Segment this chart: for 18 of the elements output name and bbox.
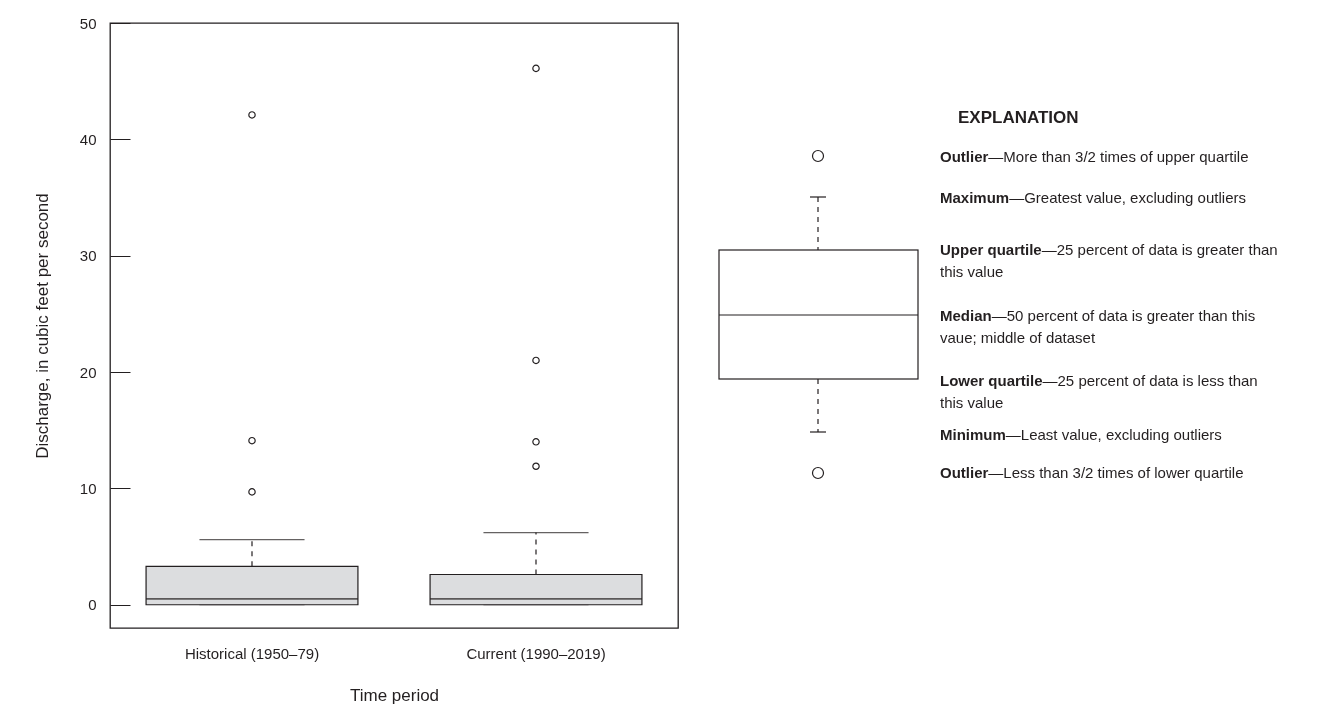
text: Upper quartile—25 percent of data is greater than this value bbox=[940, 241, 1278, 280]
text: Lower quartile—25 percent of data is less than this value bbox=[940, 372, 1258, 411]
x-tick-label: Historical (1950–79) bbox=[184, 644, 320, 662]
y-axis-title: Discharge, in cubic feet per second bbox=[32, 193, 52, 459]
x-axis-title: Time period bbox=[349, 685, 440, 705]
text: Outlier—Less than 3/2 times of lower quartile bbox=[940, 463, 1245, 483]
y-tick-label: 0 bbox=[88, 596, 97, 614]
text: Outlier—More than 3/2 times of upper quartile bbox=[940, 147, 1250, 167]
y-tick-label: 50 bbox=[79, 14, 97, 32]
text: Minimum—Least value, excluding outliers bbox=[940, 425, 1223, 445]
text: Maximum—Greatest value, excluding outliers bbox=[940, 188, 1247, 208]
x-tick-label: Current (1990–2019) bbox=[466, 644, 606, 662]
y-tick-label: 40 bbox=[79, 130, 97, 148]
text: EXPLANATION bbox=[958, 107, 1080, 129]
y-tick-label: 10 bbox=[79, 479, 97, 497]
y-tick-label: 20 bbox=[79, 363, 97, 381]
text: Median—50 percent of data is greater than this vaue; middle of dataset bbox=[940, 306, 1257, 348]
y-tick-label: 30 bbox=[79, 247, 97, 265]
